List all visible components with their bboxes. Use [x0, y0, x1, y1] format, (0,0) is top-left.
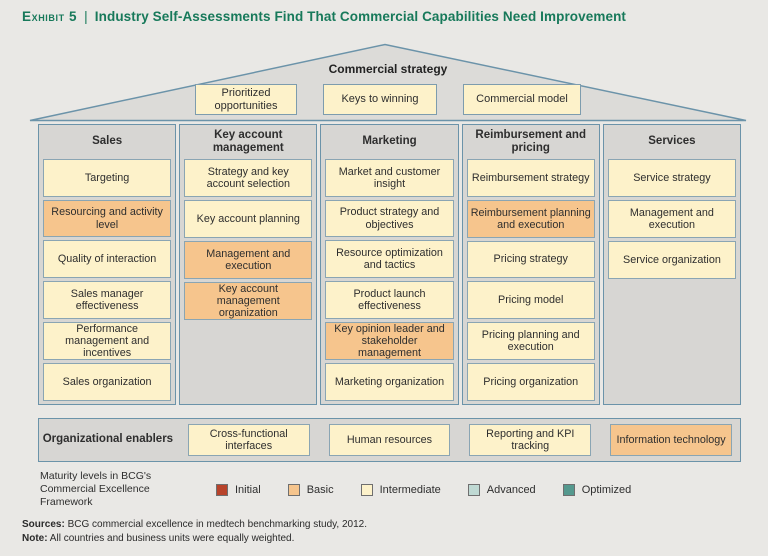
enabler-cell-human-resources: Human resources: [321, 424, 459, 456]
capability-box-sales-manager-effectiveness: Sales manager effectiveness: [43, 281, 172, 320]
enabler-box-information-technology: Information technology: [610, 424, 732, 456]
title-separator: |: [84, 9, 88, 24]
capability-box-product-strategy-and-objectives: Product strategy and objectives: [325, 199, 454, 238]
capability-box-service-strategy: Service strategy: [607, 159, 737, 197]
column-services: Services Service strategy Management and e…: [602, 124, 742, 405]
note-text: All countries and business units were eq…: [49, 533, 295, 544]
capability-box-management-and-execution: Management and execution: [607, 200, 737, 238]
legend-item-basic: Basic: [287, 483, 334, 496]
legend-swatch-initial: [216, 483, 228, 496]
capability-box-strategy-and-key-account-selection: Strategy and key account selection: [184, 159, 313, 197]
capability-box-resource-optimization-and-tactics: Resource optimization and tactics: [325, 240, 454, 279]
note-line: Note: All countries and business units w…: [22, 532, 367, 546]
legend-swatch-optimized: [562, 483, 575, 496]
capability-box-market-and-customer-insight: Market and customer insight: [325, 158, 454, 197]
enablers-row: Organizational enablers Cross-functional …: [38, 418, 741, 462]
legend-items: Initial Basic Intermediate Advanced Optimize…: [216, 483, 632, 496]
legend-caption: Maturity levels in BCG's Commercial Exce…: [40, 470, 152, 509]
enabler-box-reporting-and-kpi-tracking: Reporting and KPI tracking: [469, 424, 592, 456]
exhibit-title: Exhibit 5 | Industry Self-Assessments Find…: [22, 9, 626, 24]
column-marketing: Marketing Market and customer insight Prod…: [320, 124, 459, 405]
column-key-account-management: Key account management Strategy and key a…: [179, 124, 318, 405]
capability-box-pricing-planning-and-execution: Pricing planning and execution: [466, 322, 595, 361]
legend-label-advanced: Advanced: [486, 483, 536, 496]
roof-box-prioritized-opportunities: Prioritized opportunities: [195, 84, 297, 115]
capability-box-pricing-strategy: Pricing strategy: [466, 240, 595, 279]
capability-box-sales-organization: Sales organization: [43, 363, 172, 401]
legend-swatch-intermediate: [360, 483, 373, 496]
note-label: Note:: [22, 533, 48, 544]
capability-box-key-account-planning: Key account planning: [184, 200, 313, 238]
legend-item-intermediate: Intermediate: [360, 483, 441, 496]
column-header-services: Services: [648, 135, 696, 148]
legend: Maturity levels in BCG's Commercial Exce…: [40, 470, 631, 509]
capability-box-marketing-organization: Marketing organization: [325, 363, 454, 401]
column-sales: Sales Targeting Resourcing and activity le…: [38, 124, 177, 405]
legend-item-initial: Initial: [216, 483, 261, 496]
capability-box-pricing-organization: Pricing organization: [466, 363, 595, 402]
column-reimbursement-and-pricing: Reimbursement and pricing Reimbursement s…: [461, 124, 600, 405]
enabler-cell-information-technology: Information technology: [602, 424, 740, 456]
legend-label-intermediate: Intermediate: [379, 483, 441, 496]
enabler-box-cross-functional-interfaces: Cross-functional interfaces: [187, 424, 310, 456]
legend-label-basic: Basic: [306, 483, 334, 496]
capability-box-key-account-management-organization: Key account management organization: [184, 282, 313, 320]
roof-box-keys-to-winning: Keys to winning: [323, 84, 437, 115]
capability-box-performance-management-and-incentives: Performance management and incentives: [43, 322, 172, 361]
roof-boxes: Prioritized opportunities Keys to winning…: [28, 84, 748, 115]
column-header-marketing: Marketing: [362, 135, 417, 148]
column-header-sales: Sales: [92, 135, 123, 148]
roof-box-commercial-model: Commercial model: [463, 84, 581, 115]
capability-box-management-and-execution: Management and execution: [184, 241, 313, 279]
enabler-cell-cross-functional-interfaces: Cross-functional interfaces: [180, 424, 318, 456]
enabler-cell-reporting-and-kpi-tracking: Reporting and KPI tracking: [461, 424, 599, 456]
column-header-key-account-management: Key account management: [212, 128, 284, 154]
roof-label: Commercial strategy: [328, 62, 448, 76]
sources-line: Sources: BCG commercial excellence in me…: [22, 518, 367, 532]
sources-text: BCG commercial excellence in medtech ben…: [67, 519, 367, 530]
capability-box-reimbursement-planning-and-execution: Reimbursement planning and execution: [466, 199, 595, 238]
capability-box-reimbursement-strategy: Reimbursement strategy: [466, 158, 595, 197]
legend-label-initial: Initial: [235, 483, 261, 496]
legend-item-advanced: Advanced: [467, 483, 536, 496]
capability-box-resourcing-and-activity-level: Resourcing and activity level: [43, 199, 172, 238]
legend-swatch-advanced: [467, 483, 480, 496]
capability-box-targeting: Targeting: [43, 158, 172, 197]
capability-box-pricing-model: Pricing model: [466, 281, 595, 320]
capability-columns: Sales Targeting Resourcing and activity le…: [38, 124, 742, 405]
column-header-reimbursement-and-pricing: Reimbursement and pricing: [475, 128, 586, 154]
capability-box-service-organization: Service organization: [607, 241, 737, 279]
roof-section: Commercial strategy Prioritized opportun…: [28, 43, 748, 122]
enablers-header: Organizational enablers: [42, 433, 174, 446]
capability-box-quality-of-interaction: Quality of interaction: [43, 240, 172, 279]
legend-swatch-basic: [287, 483, 300, 496]
sources-label: Sources:: [22, 519, 65, 530]
enabler-box-human-resources: Human resources: [328, 424, 451, 456]
legend-label-optimized: Optimized: [581, 483, 632, 496]
capability-box-key-opinion-leader-and-stakeholder-management: Key opinion leader and stakeholder manag…: [325, 322, 454, 361]
capability-box-product-launch-effectiveness: Product launch effectiveness: [325, 281, 454, 320]
title-text: Industry Self-Assessments Find That Comm…: [94, 9, 627, 24]
footnotes: Sources: BCG commercial excellence in me…: [22, 518, 367, 546]
legend-item-optimized: Optimized: [562, 483, 632, 496]
exhibit-number: Exhibit 5: [22, 9, 78, 24]
